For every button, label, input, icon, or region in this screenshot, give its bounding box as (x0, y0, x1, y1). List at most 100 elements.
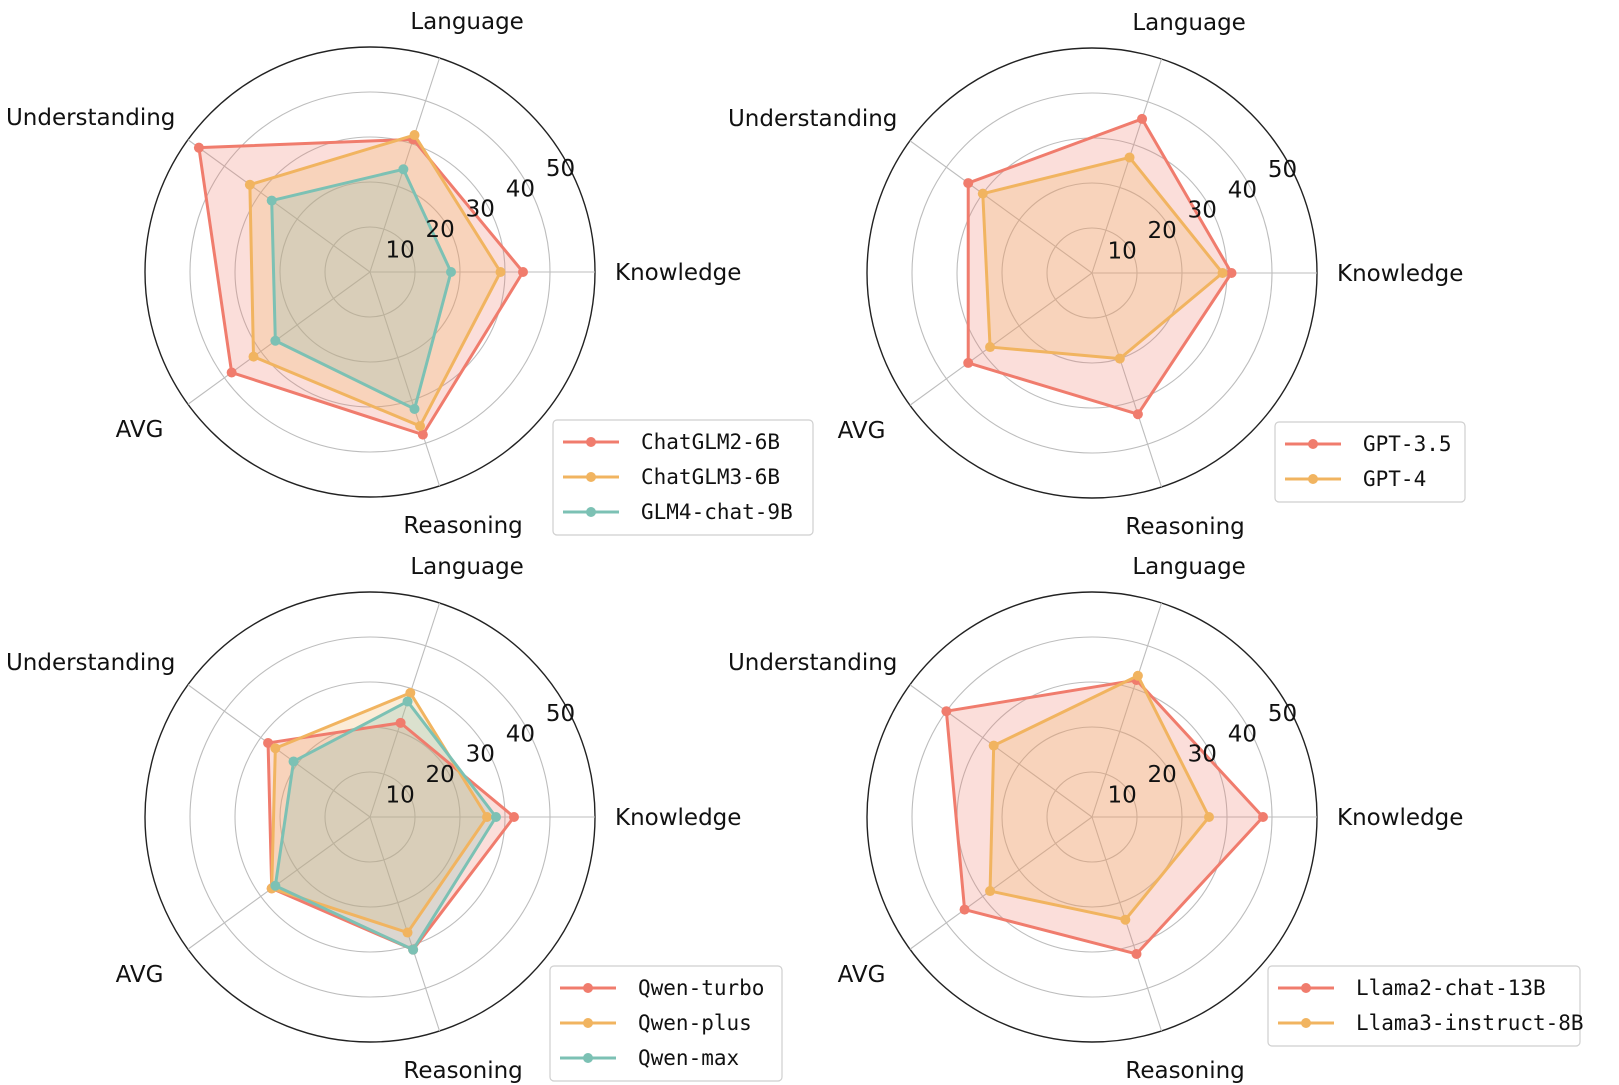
data-point-Qwen-turbo-Language (395, 717, 406, 728)
legend-swatch-marker (583, 1018, 593, 1028)
axis-label-Knowledge: Knowledge (615, 260, 741, 286)
data-point-Qwen-plus-Language (405, 687, 416, 698)
data-point-GPT-3.5-Knowledge (1226, 268, 1237, 278)
series-fill-Qwen-plus (271, 692, 487, 933)
data-point-Qwen-plus-Reasoning (402, 927, 413, 938)
axis-label-Understanding: Understanding (728, 650, 897, 676)
radial-tick-label: 50 (546, 156, 575, 182)
axis-label-Understanding: Understanding (6, 650, 175, 676)
data-point-Qwen-plus-Knowledge (482, 812, 492, 822)
series-line-Qwen-max (273, 699, 498, 952)
spoke-line (369, 271, 441, 487)
data-point-Qwen-max-Language (402, 696, 413, 707)
data-point-GLM4-chat-9B-Reasoning (409, 403, 420, 414)
data-point-Llama2-chat-13B-Reasoning (1131, 948, 1142, 959)
series-line-Llama2-chat-13B (944, 678, 1265, 956)
legend-label-ChatGLM3-6B: ChatGLM3-6B (641, 465, 780, 489)
data-point-Llama3-instruct-8B-Knowledge (1204, 812, 1214, 822)
data-point-Qwen-max-AVG (270, 880, 281, 891)
radial-tick-label: 10 (1107, 783, 1136, 809)
series-fill-Llama3-instruct-8B (990, 675, 1209, 920)
radial-tick-label: 10 (385, 238, 414, 264)
axis-label-Reasoning: Reasoning (1125, 1058, 1244, 1084)
data-point-GPT-3.5-AVG (963, 357, 974, 368)
spoke-line (1091, 58, 1163, 274)
radar-chart-1: 10 20 30 40 50 Knowledge Language Understanding… (6, 9, 814, 539)
data-point-GPT-4-Understanding (977, 188, 988, 199)
spoke-line (369, 816, 441, 1032)
legend-label-Qwen-max: Qwen-max (638, 1046, 739, 1070)
data-point-Llama3-instruct-8B-Reasoning (1120, 914, 1131, 925)
data-point-ChatGLM2-6B-AVG (226, 367, 237, 378)
data-point-ChatGLM3-6B-AVG (248, 351, 259, 362)
radial-tick-label: 40 (506, 176, 535, 202)
legend-swatch-marker (1301, 1018, 1311, 1028)
legend-swatch-marker (583, 983, 593, 993)
legend-box (552, 419, 814, 536)
series-fill-GPT-3.5 (968, 118, 1232, 415)
series-fill-GPT-4 (982, 157, 1223, 359)
data-point-GPT-4-AVG (985, 342, 996, 353)
data-point-Qwen-plus-Understanding (270, 743, 281, 754)
legend-swatch-marker (586, 507, 596, 517)
data-point-ChatGLM2-6B-Understanding (193, 142, 204, 153)
data-point-GLM4-chat-9B-AVG (270, 335, 281, 346)
radial-tick-label: 40 (1228, 721, 1257, 747)
data-point-Qwen-turbo-Understanding (263, 737, 274, 748)
axis-label-Understanding: Understanding (728, 106, 897, 132)
spoke-line (369, 602, 441, 818)
axis-label-Knowledge: Knowledge (1337, 261, 1463, 287)
axis-label-Language: Language (1132, 554, 1246, 580)
axis-label-Understanding: Understanding (6, 105, 175, 131)
series-fill-ChatGLM3-6B (249, 135, 501, 427)
legend-label-GLM4-chat-9B: GLM4-chat-9B (641, 500, 793, 524)
radial-tick-label: 20 (1148, 218, 1177, 244)
data-point-Qwen-max-Reasoning (408, 944, 419, 955)
radial-tick-label: 40 (1228, 177, 1257, 203)
spoke-line (1091, 602, 1163, 818)
radial-tick-label: 50 (1268, 701, 1297, 727)
data-point-ChatGLM2-6B-Knowledge (518, 267, 528, 277)
legend-swatch-marker (1308, 474, 1318, 484)
data-point-ChatGLM3-6B-Reasoning (415, 421, 426, 432)
series-line-Qwen-turbo (266, 721, 516, 952)
radar-chart-2: 10 20 30 40 50 Knowledge Language Understanding… (728, 10, 1466, 540)
legend-label-GPT-4: GPT-4 (1363, 467, 1426, 491)
series-fill-Qwen-turbo (268, 722, 514, 950)
axis-label-Language: Language (1132, 10, 1246, 36)
legend-label-ChatGLM2-6B: ChatGLM2-6B (641, 430, 780, 454)
axis-label-AVG: AVG (116, 417, 164, 443)
data-point-Qwen-turbo-Knowledge (509, 812, 519, 822)
series-fill-GLM4-chat-9B (271, 169, 451, 409)
legend-box (549, 965, 783, 1082)
radar-chart-4: 10 20 30 40 50 Knowledge Language Understanding… (728, 554, 1584, 1084)
axis-label-Reasoning: Reasoning (403, 513, 522, 539)
radial-tick-label: 30 (466, 197, 495, 223)
radial-tick-label: 30 (466, 742, 495, 768)
radial-tick-label: 20 (426, 762, 455, 788)
axis-label-Knowledge: Knowledge (615, 805, 741, 831)
spoke-line (909, 272, 1093, 406)
axis-label-Reasoning: Reasoning (1125, 514, 1244, 540)
legend-label-Qwen-turbo: Qwen-turbo (638, 976, 764, 1000)
data-point-GLM4-chat-9B-Knowledge (446, 267, 456, 277)
legend-label-Llama2-chat-13B: Llama2-chat-13B (1356, 976, 1546, 1000)
data-point-GPT-4-Reasoning (1114, 353, 1125, 364)
radial-tick-label: 10 (385, 783, 414, 809)
axis-label-Language: Language (410, 554, 524, 580)
series-line-GPT-3.5 (966, 117, 1233, 416)
spoke-line (909, 684, 1093, 818)
data-point-GPT-3.5-Reasoning (1132, 409, 1143, 420)
axis-label-AVG: AVG (838, 962, 886, 988)
series-line-GPT-4 (981, 155, 1224, 361)
legend-box (1267, 965, 1581, 1047)
legend-label-Llama3-instruct-8B: Llama3-instruct-8B (1356, 1011, 1584, 1035)
legend-swatch-marker (586, 437, 596, 447)
data-point-GPT-3.5-Understanding (963, 178, 974, 189)
data-point-Llama2-chat-13B-Knowledge (1258, 812, 1268, 822)
axis-label-AVG: AVG (116, 962, 164, 988)
spoke-line (909, 816, 1093, 950)
axis-label-Knowledge: Knowledge (1337, 805, 1463, 831)
radial-tick-label: 50 (546, 701, 575, 727)
